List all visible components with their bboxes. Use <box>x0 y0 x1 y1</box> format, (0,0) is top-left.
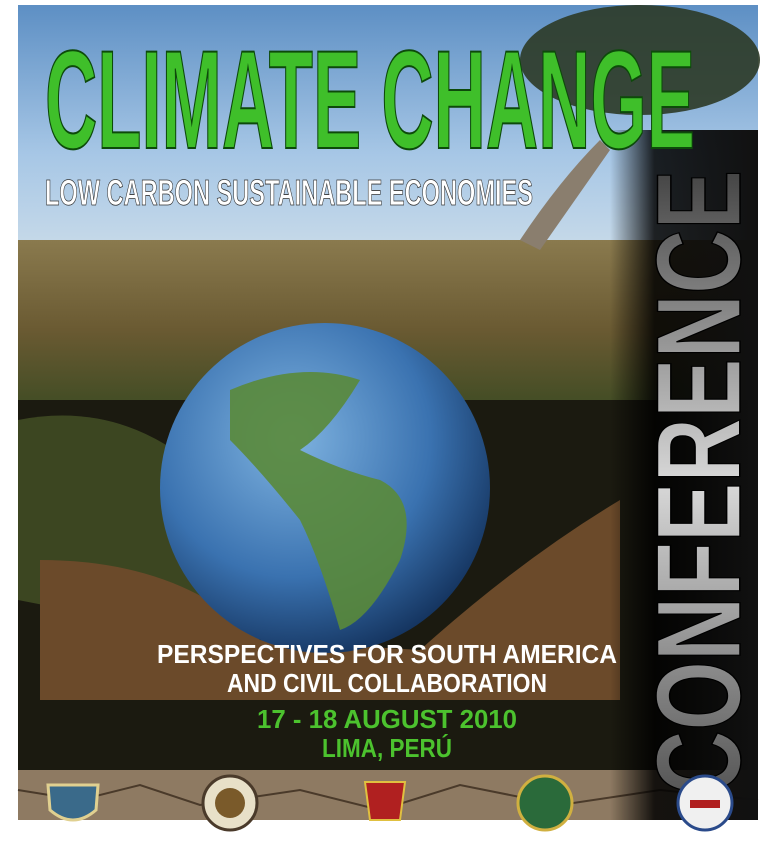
poster: CLIMATE CHANGE LOW CARBON SUSTAINABLE EC… <box>0 0 769 849</box>
theme-line: PERSPECTIVES FOR SOUTH AMERICA <box>157 639 617 669</box>
page: CLIMATE CHANGE LOW CARBON SUSTAINABLE EC… <box>0 0 769 849</box>
event-date: 17 - 18 AUGUST 2010 <box>257 704 517 734</box>
side-label: CONFERENCE <box>632 170 766 795</box>
theme-line: AND CIVIL COLLABORATION <box>227 668 547 698</box>
globe <box>160 323 490 653</box>
poster-subtitle: LOW CARBON SUSTAINABLE ECONOMIES <box>45 172 533 213</box>
poster-title: CLIMATE CHANGE <box>45 21 695 178</box>
event-location: LIMA, PERÚ <box>322 733 452 763</box>
